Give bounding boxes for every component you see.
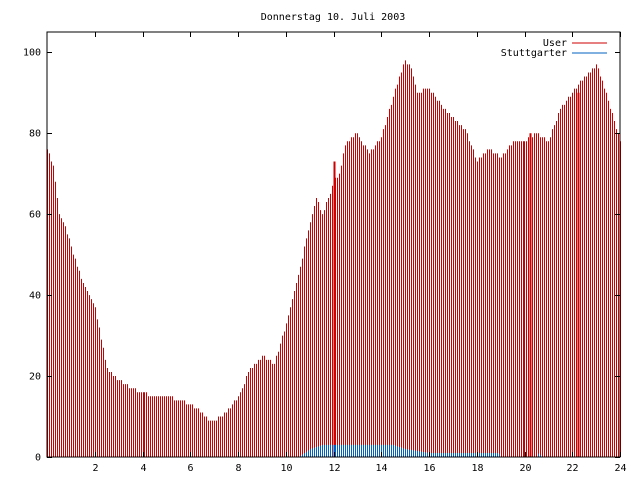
x-tick-label: 16 xyxy=(423,463,435,474)
y-tick-label: 100 xyxy=(23,48,41,59)
legend-stuttgarter-label: Stuttgarter xyxy=(501,48,567,59)
x-tick-label: 4 xyxy=(140,463,146,474)
x-tick-label: 6 xyxy=(187,463,193,474)
y-tick-label: 60 xyxy=(29,210,41,221)
user-series-bars xyxy=(47,60,621,457)
stuttgarter-series-bars xyxy=(300,444,541,457)
y-tick-label: 40 xyxy=(29,291,41,302)
x-tick-label: 22 xyxy=(566,463,578,474)
x-tick-label: 20 xyxy=(519,463,531,474)
x-tick-label: 10 xyxy=(280,463,292,474)
x-tick-label: 8 xyxy=(235,463,241,474)
legend: User Stuttgarter xyxy=(501,38,607,59)
x-tick-label: 2 xyxy=(92,463,98,474)
legend-user-label: User xyxy=(543,38,567,49)
y-tick-label: 80 xyxy=(29,129,41,140)
x-tick-label: 12 xyxy=(328,463,340,474)
y-tick-label: 0 xyxy=(35,453,41,464)
x-tick-label: 24 xyxy=(614,463,626,474)
x-tick-label: 18 xyxy=(471,463,483,474)
chart-title: Donnerstag 10. Juli 2003 xyxy=(261,12,406,23)
plot-frame xyxy=(46,31,621,458)
x-tick-label: 14 xyxy=(375,463,387,474)
y-tick-label: 20 xyxy=(29,372,41,383)
